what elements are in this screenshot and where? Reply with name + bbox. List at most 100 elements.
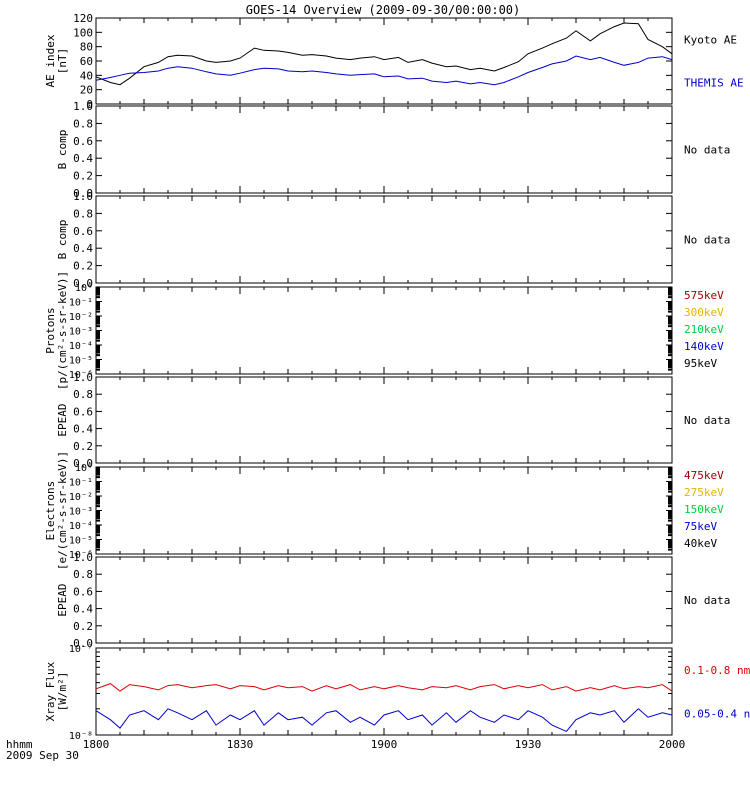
y-tick-label: 10⁻⁴ bbox=[69, 341, 93, 352]
panel-frame bbox=[95, 376, 673, 464]
y-tick-label: 1.0 bbox=[73, 371, 93, 384]
y-tick-label: 0.2 bbox=[73, 170, 93, 183]
channel-legend-label: 95keV bbox=[684, 357, 717, 370]
y-tick-label: 0.8 bbox=[73, 117, 93, 130]
y-tick-label: 0.2 bbox=[73, 620, 93, 633]
channel-legend-label: 75keV bbox=[684, 520, 717, 533]
channel-legend-label: 140keV bbox=[684, 340, 724, 353]
y-axis-label: [e/(cm²-s-sr-keV)] bbox=[56, 451, 69, 570]
y-tick-label: 0.8 bbox=[73, 207, 93, 220]
y-tick-label: 10⁻⁶ bbox=[69, 550, 93, 561]
y-tick-label: 10⁻⁸ bbox=[69, 731, 93, 742]
y-axis-label: [nT] bbox=[56, 48, 69, 75]
y-tick-label: 0.4 bbox=[73, 152, 93, 165]
y-axis-label: Xray Flux bbox=[44, 661, 57, 721]
no-data-label: No data bbox=[684, 414, 730, 427]
series-line-0 bbox=[95, 683, 673, 692]
panel-frame bbox=[95, 466, 673, 555]
y-tick-label: 120 bbox=[73, 12, 93, 25]
panel-protons: 10⁻⁶ 10⁻⁵ 10⁻⁴ 10⁻³ 10⁻² 10⁻¹ 10⁰ Protons [p/(cm… bbox=[44, 271, 724, 390]
series-line-0 bbox=[95, 22, 673, 86]
y-axis-label: B comp bbox=[56, 130, 69, 170]
y-tick-label: 10⁻² bbox=[69, 312, 93, 323]
time-tick-label: 1830 bbox=[227, 738, 254, 751]
panel-bcomp2: 0.0 0.2 0.4 0.6 0.8 1.0 B comp No data bbox=[56, 190, 730, 290]
y-axis-label: Electrons bbox=[44, 481, 57, 541]
y-axis-label: B comp bbox=[56, 220, 69, 260]
y-tick-label: 0.2 bbox=[73, 260, 93, 273]
channel-legend-label: 210keV bbox=[684, 323, 724, 336]
y-axis-label: EPEAD bbox=[56, 403, 69, 436]
no-data-label: No data bbox=[684, 234, 730, 247]
y-axis-label: AE index bbox=[44, 34, 57, 87]
y-tick-label: 0.6 bbox=[73, 225, 93, 238]
y-tick-label: 0.6 bbox=[73, 585, 93, 598]
panel-frame bbox=[95, 556, 673, 644]
y-tick-label: 10⁻¹ bbox=[69, 298, 93, 309]
panel-xray: 10⁻⁸ 10⁻⁷ Xray Flux [W/m²] 0.1-0.8 nm 0.05-0.… bbox=[44, 644, 750, 742]
time-tick-label: 1930 bbox=[515, 738, 542, 751]
y-tick-label: 10⁰ bbox=[75, 463, 93, 474]
panel-frame bbox=[95, 17, 673, 105]
y-tick-label: 20 bbox=[80, 84, 93, 97]
time-corner-label-date: 2009 Sep 30 bbox=[6, 749, 79, 762]
y-tick-label: 0.4 bbox=[73, 423, 93, 436]
no-data-label: No data bbox=[684, 144, 730, 157]
panel-epead2: 0.0 0.2 0.4 0.6 0.8 1.0 EPEAD No data bbox=[56, 551, 730, 650]
y-tick-label: 10⁻¹ bbox=[69, 478, 93, 489]
y-tick-label: 10⁻⁷ bbox=[69, 644, 93, 655]
y-axis-label: [p/(cm²-s-sr-keV)] bbox=[56, 271, 69, 390]
panel-frame bbox=[95, 195, 673, 284]
y-tick-label: 1.0 bbox=[73, 551, 93, 564]
panel-electrons: 10⁻⁶ 10⁻⁵ 10⁻⁴ 10⁻³ 10⁻² 10⁻¹ 10⁰ Electrons [e/(… bbox=[44, 451, 724, 570]
panel-epead1: 0.0 0.2 0.4 0.6 0.8 1.0 EPEAD No data bbox=[56, 371, 730, 470]
channel-legend-label: 300keV bbox=[684, 306, 724, 319]
time-tick-label: 1800 bbox=[83, 738, 110, 751]
panel-frame bbox=[95, 647, 673, 736]
y-tick-label: 0 bbox=[86, 98, 93, 111]
y-tick-label: 10⁻² bbox=[69, 492, 93, 503]
y-tick-label: 0.4 bbox=[73, 603, 93, 616]
channel-legend-label: 40keV bbox=[684, 537, 717, 550]
y-tick-label: 40 bbox=[80, 69, 93, 82]
series-line-1 bbox=[95, 55, 673, 86]
y-tick-label: 0.8 bbox=[73, 568, 93, 581]
panel-frame bbox=[95, 286, 673, 375]
y-tick-label: 0.0 bbox=[73, 637, 93, 650]
y-tick-label: 0.0 bbox=[73, 277, 93, 290]
y-tick-label: 10⁰ bbox=[75, 283, 93, 294]
time-tick-label: 1900 bbox=[371, 738, 398, 751]
y-tick-label: 10⁻⁵ bbox=[69, 536, 93, 547]
channel-legend-label: 475keV bbox=[684, 469, 724, 482]
y-tick-label: 1.0 bbox=[73, 190, 93, 203]
y-tick-label: 80 bbox=[80, 41, 93, 54]
y-tick-label: 60 bbox=[80, 55, 93, 68]
y-tick-label: 0.6 bbox=[73, 135, 93, 148]
y-tick-label: 0.0 bbox=[73, 457, 93, 470]
y-axis-label: Protons bbox=[44, 307, 57, 353]
y-tick-label: 0.8 bbox=[73, 388, 93, 401]
time-tick-label: 2000 bbox=[659, 738, 686, 751]
time-corner-label-hhmm: hhmm bbox=[6, 738, 33, 751]
y-tick-label: 10⁻⁶ bbox=[69, 370, 93, 381]
channel-legend-label: 150keV bbox=[684, 503, 724, 516]
time-axis: hhmm 2009 Sep 30 1800 1830 1900 1930 2000 bbox=[6, 738, 685, 762]
y-tick-label: 100 bbox=[73, 26, 93, 39]
channel-legend-label: 275keV bbox=[684, 486, 724, 499]
legend-label: Kyoto AE bbox=[684, 34, 737, 47]
y-axis-label: EPEAD bbox=[56, 583, 69, 616]
y-tick-label: 0.4 bbox=[73, 242, 93, 255]
legend-label: THEMIS AE bbox=[684, 77, 744, 90]
no-data-label: No data bbox=[684, 594, 730, 607]
legend-label: 0.1-0.8 nm bbox=[684, 664, 750, 677]
panel-frame bbox=[95, 105, 673, 194]
figure-title: GOES-14 Overview (2009-09-30/00:00:00) bbox=[246, 3, 521, 17]
y-axis-label: [W/m²] bbox=[56, 672, 69, 712]
legend-label: 0.05-0.4 nm bbox=[684, 707, 750, 720]
y-tick-label: 1.0 bbox=[73, 100, 93, 113]
y-tick-label: 0.6 bbox=[73, 405, 93, 418]
